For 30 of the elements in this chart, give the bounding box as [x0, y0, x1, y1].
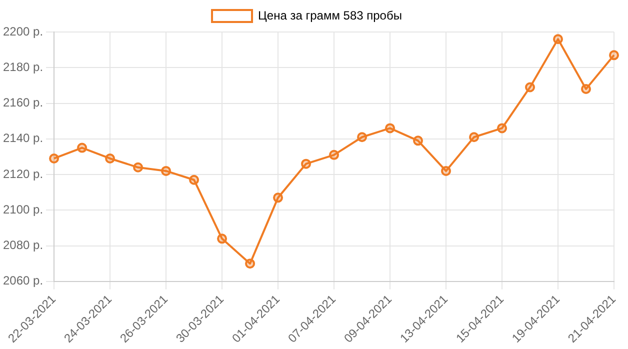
- point: [413, 136, 424, 146]
- y-tick-label: 2140 р.: [2, 131, 44, 146]
- point: [217, 234, 228, 244]
- y-tick-label: 2120 р.: [2, 166, 44, 181]
- y-tick-label: 2200 р.: [2, 24, 44, 38]
- point: [609, 50, 619, 60]
- point: [49, 153, 60, 164]
- y-tick-label: 2160 р.: [2, 96, 44, 110]
- y-tick-label: 2060 р.: [2, 274, 44, 288]
- point: [245, 258, 256, 269]
- point: [441, 166, 452, 176]
- point: [329, 150, 340, 160]
- point: [581, 84, 591, 94]
- point: [525, 82, 536, 92]
- point: [133, 162, 144, 172]
- point: [273, 192, 284, 203]
- y-tick-label: 2180 р.: [2, 60, 44, 74]
- point: [385, 123, 396, 134]
- point: [189, 174, 200, 185]
- point: [497, 123, 508, 134]
- point: [77, 142, 88, 153]
- point: [469, 132, 480, 142]
- point: [553, 34, 564, 44]
- y-tick-label: 2080 р.: [2, 238, 44, 252]
- point: [161, 166, 172, 176]
- y-tick-label: 2100 р.: [2, 202, 44, 216]
- legend-label: Цена за грамм 583 пробы: [258, 8, 402, 22]
- point: [301, 158, 312, 169]
- point: [105, 153, 116, 164]
- point: [357, 132, 368, 142]
